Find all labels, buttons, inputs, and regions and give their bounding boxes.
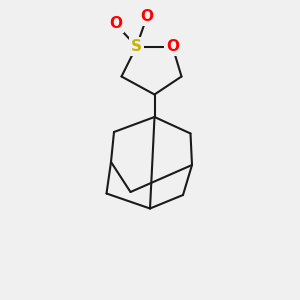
Text: O: O	[166, 39, 179, 54]
Text: O: O	[109, 16, 122, 32]
Text: S: S	[131, 39, 142, 54]
Text: O: O	[140, 9, 154, 24]
